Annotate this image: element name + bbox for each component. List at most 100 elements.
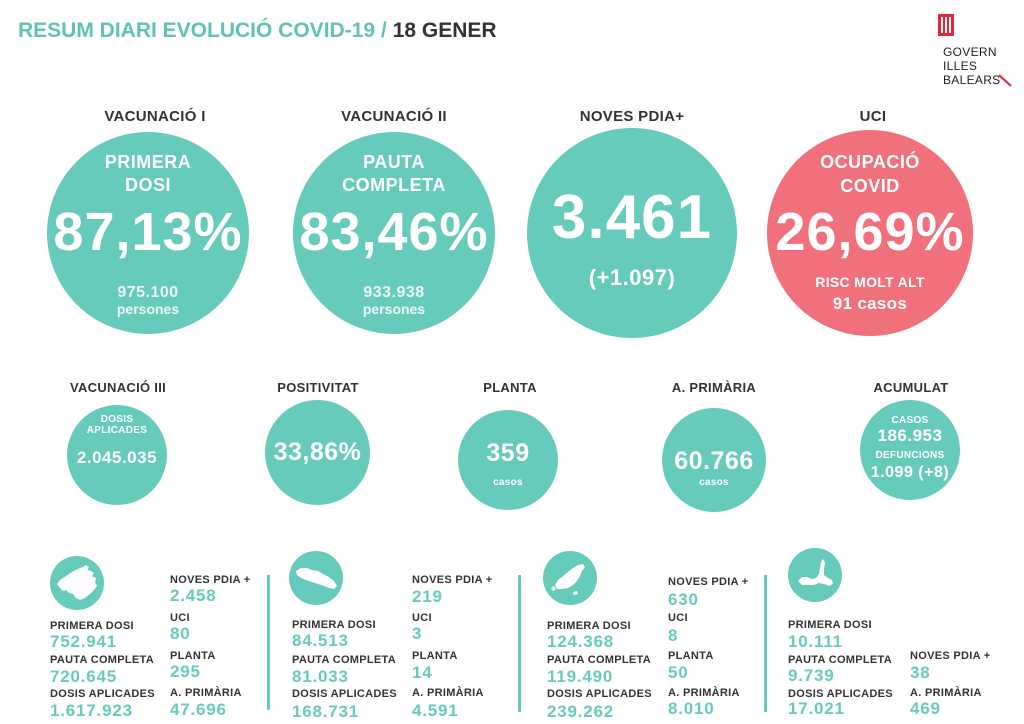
logo-line-balears: BALEARS: [943, 73, 1001, 87]
primary-care-value: 47.696: [170, 700, 227, 719]
new-tests-value: 3.461: [551, 183, 713, 252]
doses-applied-label: DOSIS APLICADES: [547, 688, 652, 700]
full-schedule-people-label: persones: [362, 301, 426, 317]
cumulative-cases-label: CASOS: [891, 415, 929, 426]
first-dose-value: 752.941: [50, 632, 118, 651]
ward-value: 359: [486, 439, 530, 467]
first-dose-circle: PRIMERA DOSI 87,13% 975.100 persones: [47, 132, 249, 334]
first-dose-label: PRIMERA DOSI: [292, 619, 376, 631]
ward-label: PLANTA: [668, 650, 714, 662]
doses-applied-label: DOSIS APLICADES: [292, 688, 397, 700]
icu-label-line2: COVID: [840, 176, 900, 196]
vaccination-3-heading: VACUNACIÓ III: [69, 380, 167, 395]
first-dose-label: PRIMERA DOSI: [788, 619, 872, 631]
primary-care-heading: A. PRIMÀRIA: [671, 380, 757, 395]
doses-applied-value: 168.731: [292, 702, 360, 721]
mallorca-island-icon: [50, 556, 104, 610]
first-dose-label-line2: DOSI: [124, 175, 171, 195]
doses-applied-label: DOSIS APLICADES: [788, 688, 893, 700]
ward-heading: PLANTA: [483, 380, 537, 395]
doses-applied-label-line1: DOSIS: [100, 414, 134, 425]
full-schedule-value: 81.033: [292, 667, 349, 686]
primary-care-label: A. PRIMÀRIA: [412, 687, 484, 699]
doses-applied-value: 239.262: [547, 702, 615, 721]
full-schedule-percentage: 83,46%: [299, 202, 489, 262]
first-dose-people-label: persones: [116, 301, 180, 317]
new-tests-value: 219: [412, 587, 443, 606]
cumulative-deaths-value: 1.099 (+8): [870, 464, 950, 481]
ward-unit: casos: [493, 477, 523, 488]
doses-applied-value: 1.617.923: [50, 701, 133, 720]
ward-value: 50: [668, 663, 689, 682]
primary-care-value: 4.591: [412, 701, 459, 720]
ward-circle: 359 casos: [458, 410, 558, 510]
title-date: 18 GENER: [392, 19, 497, 42]
doses-applied-label-line2: APLICADES: [86, 425, 148, 436]
doses-applied-circle: DOSIS APLICADES 2.045.035: [67, 405, 167, 505]
icu-occupancy-percentage: 26,69%: [775, 202, 965, 262]
icu-cases: 91 casos: [832, 294, 908, 313]
logo-slash-icon: [998, 74, 1012, 87]
new-tests-value: 38: [910, 663, 931, 682]
full-schedule-value: 9.739: [788, 666, 835, 685]
positivity-heading: POSITIVITAT: [277, 380, 359, 395]
full-schedule-circle: PAUTA COMPLETA 83,46% 933.938 persones: [293, 132, 495, 334]
primary-care-value: 60.766: [674, 447, 754, 475]
doses-applied-value: 17.021: [788, 699, 845, 718]
primary-care-label: A. PRIMÀRIA: [910, 687, 982, 699]
panel-divider: [267, 575, 270, 710]
cumulative-circle: CASOS 186.953 DEFUNCIONS 1.099 (+8): [860, 400, 960, 500]
full-schedule-value: 720.645: [50, 667, 118, 686]
icu-label: UCI: [668, 612, 688, 624]
icu-value: 3: [412, 624, 423, 643]
doses-applied-value: 2.045.035: [76, 448, 158, 467]
new-tests-change: (+1.097): [588, 265, 676, 290]
vaccination-2-heading: VACUNACIÓ II: [341, 108, 447, 125]
first-dose-label-line1: PRIMERA: [104, 152, 192, 172]
cumulative-deaths-label: DEFUNCIONS: [875, 450, 945, 461]
icu-value: 80: [170, 624, 191, 643]
full-schedule-label: PAUTA COMPLETA: [292, 654, 397, 666]
full-schedule-value: 119.490: [547, 667, 614, 686]
ibiza-island-icon: [543, 551, 597, 605]
logo-line-govern: GOVERN: [943, 45, 997, 59]
first-dose-value: 124.368: [547, 632, 615, 651]
icu-value: 8: [668, 626, 679, 645]
new-tests-circle: 3.461 (+1.097): [527, 128, 737, 338]
primary-care-circle: 60.766 casos: [662, 408, 766, 512]
icu-occupancy-circle: OCUPACIÓ COVID 26,69% RISC MOLT ALT 91 c…: [767, 130, 973, 336]
panel-divider: [764, 575, 767, 712]
primary-care-value: 469: [910, 699, 941, 718]
new-tests-heading: NOVES PDIA+: [579, 108, 685, 125]
cumulative-heading: ACUMULAT: [873, 380, 949, 395]
icu-label: UCI: [170, 612, 190, 624]
first-dose-label: PRIMERA DOSI: [547, 620, 631, 632]
positivity-value: 33,86%: [273, 438, 362, 466]
first-dose-value: 84.513: [292, 631, 349, 650]
title-text: RESUM DIARI EVOLUCIÓ COVID-19 /: [18, 19, 387, 42]
logo-line-illes: ILLES: [943, 59, 978, 73]
new-tests-label: NOVES PDIA +: [910, 650, 991, 662]
new-tests-label: NOVES PDIA +: [412, 574, 493, 586]
full-schedule-label: PAUTA COMPLETA: [50, 654, 155, 666]
ward-value: 295: [170, 662, 201, 681]
first-dose-label: PRIMERA DOSI: [50, 620, 134, 632]
new-tests-value: 2.458: [170, 586, 217, 605]
first-dose-people-count: 975.100: [117, 284, 179, 301]
primary-care-label: A. PRIMÀRIA: [668, 687, 740, 699]
new-tests-value: 630: [668, 590, 699, 609]
formentera-island-icon: [788, 548, 842, 602]
icu-label-line1: OCUPACIÓ: [820, 152, 920, 172]
first-dose-value: 10.111: [788, 632, 843, 651]
ward-label: PLANTA: [412, 650, 458, 662]
positivity-circle: 33,86%: [265, 400, 370, 505]
new-tests-label: NOVES PDIA +: [170, 574, 251, 586]
icu-heading: UCI: [859, 108, 887, 125]
page-title: RESUM DIARI EVOLUCIÓ COVID-19 /18 GENER: [18, 18, 497, 44]
govern-emblem-icon: [938, 14, 954, 36]
full-schedule-label-line2: COMPLETA: [342, 175, 446, 195]
first-dose-percentage: 87,13%: [53, 202, 243, 262]
full-schedule-people-count: 933.938: [363, 284, 425, 301]
primary-care-unit: casos: [699, 477, 729, 488]
